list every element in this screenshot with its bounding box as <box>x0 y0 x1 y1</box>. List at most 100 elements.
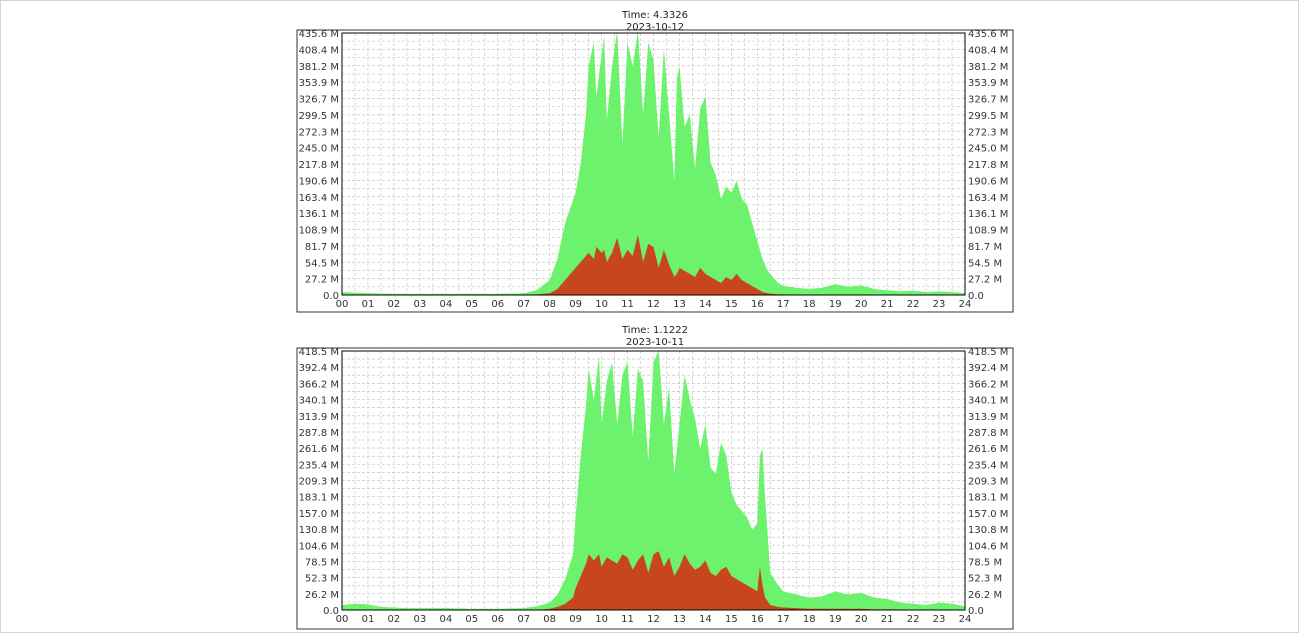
x-tick-label: 16 <box>751 299 764 310</box>
y-tick-label-left: 366.2 M <box>299 379 339 390</box>
x-tick-label: 12 <box>647 614 660 625</box>
chart-svg: 0.0 0.0 26.2 M 26.2 M 52.3 M 52.3 M 78.5 M 78.5… <box>296 347 1014 630</box>
y-tick-label-right: 183.1 M <box>968 493 1008 504</box>
y-tick-label-right: 235.4 M <box>968 460 1008 471</box>
y-tick-label-left: 157.0 M <box>299 509 339 520</box>
y-tick-label-left: 130.8 M <box>299 525 339 536</box>
y-tick-label-left: 392.4 M <box>299 363 339 374</box>
x-tick-label: 02 <box>388 614 401 625</box>
y-tick-label-left: 81.7 M <box>305 242 339 253</box>
y-tick-label-left: 313.9 M <box>299 412 339 423</box>
x-tick-label: 06 <box>491 614 504 625</box>
x-tick-label: 23 <box>933 614 946 625</box>
y-tick-label-right: 54.5 M <box>968 258 1002 269</box>
x-tick-label: 21 <box>881 299 894 310</box>
x-tick-label: 24 <box>959 299 972 310</box>
y-tick-label-left: 136.1 M <box>299 209 339 220</box>
x-tick-label: 10 <box>595 614 608 625</box>
x-tick-label: 00 <box>336 299 349 310</box>
series-area-secondary <box>342 234 965 295</box>
y-tick-label-left: 408.4 M <box>299 45 339 56</box>
x-tick-label: 10 <box>595 299 608 310</box>
x-tick-label: 19 <box>829 299 842 310</box>
x-tick-label: 01 <box>362 614 375 625</box>
x-tick-label: 14 <box>699 299 712 310</box>
y-tick-label-right: 261.6 M <box>968 444 1008 455</box>
plot-area <box>341 350 966 611</box>
x-tick-label: 15 <box>725 614 738 625</box>
x-tick-label: 16 <box>751 614 764 625</box>
x-tick-label: 04 <box>439 614 452 625</box>
x-tick-label: 05 <box>465 614 478 625</box>
y-tick-label-left: 27.2 M <box>305 275 339 286</box>
x-tick-label: 13 <box>673 614 686 625</box>
x-tick-label: 03 <box>414 299 427 310</box>
plot-area <box>341 32 966 296</box>
x-tick-label: 04 <box>439 299 452 310</box>
y-tick-label-left: 190.6 M <box>299 176 339 187</box>
x-tick-label: 09 <box>569 614 582 625</box>
y-tick-label-right: 27.2 M <box>968 275 1002 286</box>
y-tick-label-right: 392.4 M <box>968 363 1008 374</box>
y-tick-label-left: 26.2 M <box>305 590 339 601</box>
series-area-total <box>342 350 965 610</box>
chart-subtitle: 2023-10-11 <box>625 337 685 348</box>
x-tick-label: 03 <box>414 614 427 625</box>
chart-subtitle: 2023-10-12 <box>625 22 685 33</box>
x-tick-label: 23 <box>933 299 946 310</box>
x-tick-label: 17 <box>777 299 790 310</box>
y-tick-label-right: 366.2 M <box>968 379 1008 390</box>
y-tick-label-right: 217.8 M <box>968 160 1008 171</box>
y-tick-label-right: 52.3 M <box>968 574 1002 585</box>
x-tick-label: 01 <box>362 299 375 310</box>
y-tick-label-right: 209.3 M <box>968 477 1008 488</box>
y-tick-label-right: 0.0 <box>968 291 984 302</box>
y-tick-label-left: 353.9 M <box>299 78 339 89</box>
y-tick-label-left: 381.2 M <box>299 62 339 73</box>
x-tick-label: 21 <box>881 614 894 625</box>
y-tick-label-right: 299.5 M <box>968 111 1008 122</box>
y-tick-label-right: 108.9 M <box>968 226 1008 237</box>
y-tick-label-left: 0.0 <box>323 291 339 302</box>
x-tick-label: 12 <box>647 299 660 310</box>
chart-svg: 0.0 0.0 27.2 M 27.2 M 54.5 M 54.5 M 81.7 M 81.7… <box>296 29 1014 313</box>
y-tick-label-left: 261.6 M <box>299 444 339 455</box>
x-tick-label: 18 <box>803 614 816 625</box>
y-tick-label-left: 209.3 M <box>299 477 339 488</box>
x-tick-label: 22 <box>907 299 920 310</box>
x-tick-label: 08 <box>543 299 556 310</box>
x-tick-label: 17 <box>777 614 790 625</box>
y-tick-label-right: 163.4 M <box>968 193 1008 204</box>
y-tick-label-left: 163.4 M <box>299 193 339 204</box>
x-tick-label: 22 <box>907 614 920 625</box>
y-tick-label-left: 54.5 M <box>305 258 339 269</box>
x-tick-label: 07 <box>517 299 530 310</box>
y-tick-label-left: 104.6 M <box>299 541 339 552</box>
y-tick-label-left: 235.4 M <box>299 460 339 471</box>
y-tick-label-right: 157.0 M <box>968 509 1008 520</box>
y-tick-label-right: 136.1 M <box>968 209 1008 220</box>
x-tick-label: 20 <box>855 614 868 625</box>
y-tick-label-right: 272.3 M <box>968 127 1008 138</box>
y-tick-label-left: 272.3 M <box>299 127 339 138</box>
chart-panel-1: Time: 4.3326 2023-10-12 0.0 0.0 27.2 M 27.2… <box>0 0 1299 316</box>
y-tick-label-left: 183.1 M <box>299 493 339 504</box>
y-tick-label-right: 408.4 M <box>968 45 1008 56</box>
y-tick-label-right: 130.8 M <box>968 525 1008 536</box>
y-tick-label-right: 313.9 M <box>968 412 1008 423</box>
y-tick-label-left: 52.3 M <box>305 574 339 585</box>
x-tick-label: 00 <box>336 614 349 625</box>
x-tick-label: 05 <box>465 299 478 310</box>
x-tick-label: 08 <box>543 614 556 625</box>
y-tick-label-right: 26.2 M <box>968 590 1002 601</box>
y-tick-label-right: 78.5 M <box>968 557 1002 568</box>
y-tick-label-left: 245.0 M <box>299 144 339 155</box>
y-tick-label-left: 287.8 M <box>299 428 339 439</box>
series-area-total <box>342 30 965 296</box>
y-tick-label-right: 340.1 M <box>968 396 1008 407</box>
y-tick-label-right: 326.7 M <box>968 95 1008 106</box>
y-tick-label-right: 245.0 M <box>968 144 1008 155</box>
y-tick-label-right: 0.0 <box>968 606 984 617</box>
y-tick-label-left: 326.7 M <box>299 95 339 106</box>
y-tick-label-left: 217.8 M <box>299 160 339 171</box>
